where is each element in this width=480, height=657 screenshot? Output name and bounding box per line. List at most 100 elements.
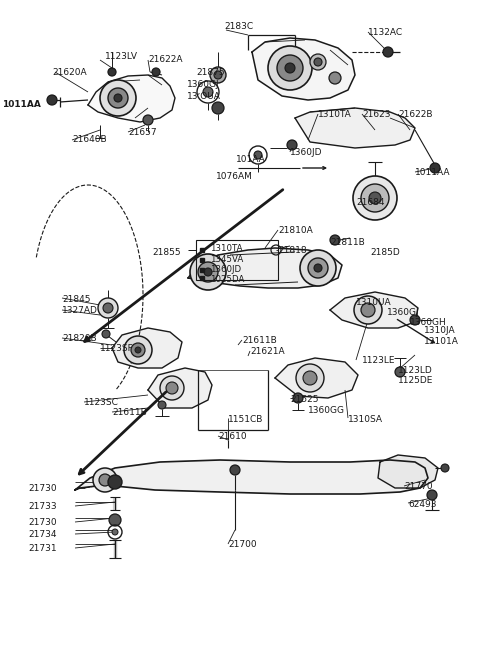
Circle shape: [108, 88, 128, 108]
Circle shape: [152, 68, 160, 76]
Circle shape: [268, 46, 312, 90]
Text: 21700: 21700: [228, 540, 257, 549]
Text: 21620A: 21620A: [52, 68, 86, 77]
Circle shape: [214, 71, 222, 79]
Text: 1025DA: 1025DA: [210, 275, 244, 284]
Text: 1123SC: 1123SC: [84, 398, 119, 407]
Text: 1123LV: 1123LV: [105, 52, 138, 61]
Circle shape: [361, 184, 389, 212]
Text: 1076AM: 1076AM: [216, 172, 253, 181]
Circle shape: [98, 298, 118, 318]
Text: 1327AD: 1327AD: [62, 306, 98, 315]
Text: 1360GG: 1360GG: [308, 406, 345, 415]
Polygon shape: [88, 75, 175, 122]
Polygon shape: [148, 368, 212, 408]
Circle shape: [441, 464, 449, 472]
Text: 21770: 21770: [404, 482, 432, 491]
Text: 1310TA: 1310TA: [318, 110, 352, 119]
Circle shape: [277, 55, 303, 81]
Circle shape: [427, 490, 437, 500]
Text: 21820B: 21820B: [62, 334, 96, 343]
Circle shape: [103, 303, 113, 313]
Circle shape: [102, 330, 110, 338]
Circle shape: [135, 347, 141, 353]
Text: 21810A: 21810A: [278, 226, 313, 235]
Circle shape: [166, 382, 178, 394]
Circle shape: [99, 474, 111, 486]
Text: 21611B: 21611B: [112, 408, 147, 417]
Text: 21657: 21657: [128, 128, 156, 137]
Circle shape: [296, 364, 324, 392]
Text: 21875: 21875: [196, 68, 225, 77]
Circle shape: [361, 303, 375, 317]
Text: 21845: 21845: [62, 295, 91, 304]
Circle shape: [210, 67, 226, 83]
Text: 1310UA: 1310UA: [356, 298, 392, 307]
Circle shape: [308, 258, 328, 278]
Circle shape: [124, 336, 152, 364]
Text: 21525: 21525: [290, 395, 319, 404]
Circle shape: [212, 102, 224, 114]
Text: 2183C: 2183C: [224, 22, 253, 31]
Circle shape: [131, 343, 145, 357]
Circle shape: [190, 254, 226, 290]
Text: 1151CB: 1151CB: [228, 415, 264, 424]
Text: 21611B: 21611B: [242, 336, 277, 345]
Polygon shape: [378, 455, 438, 488]
Text: 21855: 21855: [152, 248, 180, 257]
Circle shape: [395, 367, 405, 377]
Text: 1310TA: 1310TA: [210, 244, 242, 253]
Text: 1310JA: 1310JA: [424, 326, 456, 335]
Circle shape: [203, 87, 213, 97]
Text: 21730: 21730: [28, 518, 57, 527]
Polygon shape: [275, 358, 358, 398]
Polygon shape: [112, 328, 182, 368]
Polygon shape: [295, 108, 415, 148]
Text: 1123LE: 1123LE: [362, 356, 396, 365]
Text: 1360JD: 1360JD: [210, 265, 241, 274]
Text: 21610: 21610: [218, 432, 247, 441]
Circle shape: [293, 393, 303, 403]
Circle shape: [354, 296, 382, 324]
Text: 21733: 21733: [28, 502, 57, 511]
Text: 1123LD: 1123LD: [398, 366, 433, 375]
Circle shape: [204, 268, 212, 276]
Bar: [196, 240, 278, 280]
Circle shape: [112, 529, 118, 535]
Circle shape: [143, 115, 153, 125]
Text: 21684: 21684: [356, 198, 384, 207]
Text: 2185D: 2185D: [370, 248, 400, 257]
Polygon shape: [75, 460, 428, 494]
Text: 1360GJ: 1360GJ: [387, 308, 420, 317]
Text: 21734: 21734: [28, 530, 57, 539]
Circle shape: [410, 315, 420, 325]
Text: 1360JD: 1360JD: [290, 148, 323, 157]
Polygon shape: [252, 38, 355, 100]
Circle shape: [310, 54, 326, 70]
Circle shape: [160, 376, 184, 400]
Circle shape: [329, 72, 341, 84]
Text: 21621A: 21621A: [250, 347, 285, 356]
Text: 1011AA: 1011AA: [2, 100, 41, 109]
Text: 21623: 21623: [362, 110, 391, 119]
Text: 21640B: 21640B: [72, 135, 107, 144]
Text: 1310SA: 1310SA: [348, 415, 383, 424]
Text: 21811B: 21811B: [330, 238, 365, 247]
Text: 21818: 21818: [278, 246, 307, 255]
Circle shape: [158, 401, 166, 409]
Circle shape: [383, 47, 393, 57]
Text: 21731: 21731: [28, 544, 57, 553]
Text: 1345VA: 1345VA: [210, 255, 243, 264]
Circle shape: [314, 264, 322, 272]
Circle shape: [108, 68, 116, 76]
Circle shape: [314, 58, 322, 66]
Circle shape: [108, 475, 122, 489]
Text: 1360GJ: 1360GJ: [187, 80, 220, 89]
Circle shape: [47, 95, 57, 105]
Circle shape: [109, 514, 121, 526]
Circle shape: [114, 94, 122, 102]
Polygon shape: [330, 292, 418, 328]
Text: 21622B: 21622B: [398, 110, 432, 119]
Text: 101AA: 101AA: [236, 155, 266, 164]
Text: 1132AC: 1132AC: [368, 28, 403, 37]
